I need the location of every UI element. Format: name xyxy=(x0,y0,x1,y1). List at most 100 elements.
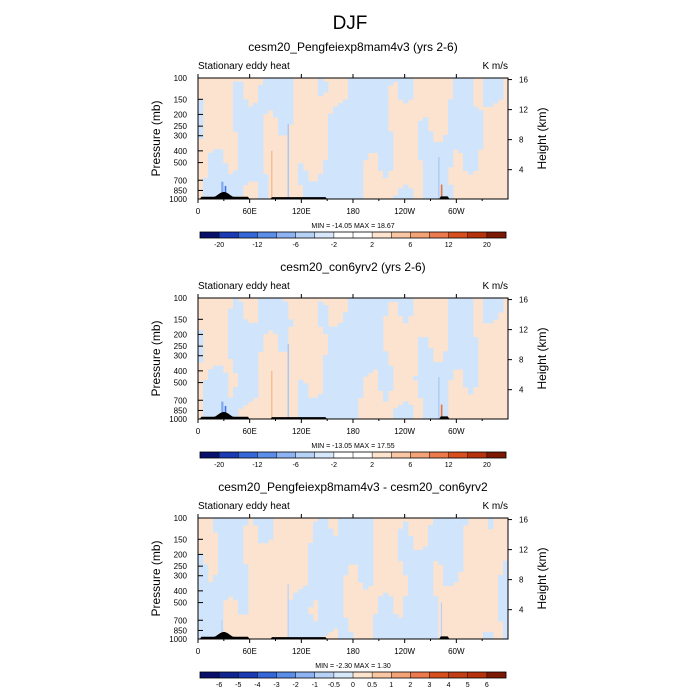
field-cell xyxy=(363,582,369,587)
field-cell xyxy=(208,631,214,636)
field-cell xyxy=(268,298,274,302)
field-cell xyxy=(418,610,424,615)
field-cell xyxy=(318,621,324,626)
field-cell xyxy=(368,571,374,576)
field-cell xyxy=(243,337,249,342)
field-cell xyxy=(268,308,274,313)
field-cell xyxy=(443,390,449,395)
field-cell xyxy=(323,358,329,363)
field-cell xyxy=(413,582,419,587)
field-cell xyxy=(323,369,329,374)
field-cell xyxy=(368,88,374,93)
field-cell xyxy=(323,174,329,179)
field-cell xyxy=(358,383,364,388)
field-cell xyxy=(368,521,374,526)
field-cell xyxy=(258,191,264,196)
field-cell xyxy=(423,337,429,342)
field-cell xyxy=(453,92,459,97)
field-cell xyxy=(223,401,229,406)
field-cell xyxy=(423,127,429,132)
field-cell xyxy=(253,106,259,111)
field-cell xyxy=(288,85,294,90)
field-cell xyxy=(468,159,474,164)
field-cell xyxy=(348,181,354,186)
field-cell xyxy=(418,564,424,569)
field-cell xyxy=(463,383,469,388)
field-cell xyxy=(338,138,344,143)
field-cell xyxy=(238,553,244,558)
field-cell xyxy=(213,159,219,164)
field-cell xyxy=(308,621,314,626)
field-cell xyxy=(448,337,454,342)
field-cell xyxy=(453,542,459,547)
field-cell xyxy=(443,163,449,168)
field-cell xyxy=(458,145,464,150)
field-cell xyxy=(353,397,359,402)
field-cell xyxy=(458,550,464,554)
field-cell xyxy=(333,560,339,565)
field-cell xyxy=(458,78,464,82)
field-cell xyxy=(223,582,229,587)
field-cell xyxy=(468,372,474,377)
field-cell xyxy=(433,386,439,391)
field-cell xyxy=(333,117,339,122)
field-cell xyxy=(328,152,334,157)
field-cell xyxy=(323,606,329,611)
field-cell xyxy=(403,539,409,544)
field-cell xyxy=(303,610,309,615)
field-cell xyxy=(348,411,354,416)
field-cell xyxy=(328,117,334,122)
field-cell xyxy=(258,163,264,168)
field-cell xyxy=(388,621,394,626)
field-cell xyxy=(418,344,424,349)
field-cell xyxy=(448,550,454,554)
field-cell xyxy=(228,408,234,413)
field-cell xyxy=(233,553,239,558)
field-cell xyxy=(498,574,504,579)
field-cell xyxy=(428,550,434,554)
field-cell xyxy=(308,191,314,196)
field-cell xyxy=(438,383,444,388)
colorbar-swatch xyxy=(333,452,354,458)
field-cell xyxy=(473,145,479,150)
field-cell xyxy=(283,347,289,352)
field-cell xyxy=(358,550,364,554)
field-cell xyxy=(483,298,489,302)
field-cell xyxy=(368,362,374,367)
field-cell xyxy=(368,312,374,317)
field-cell xyxy=(198,603,204,608)
field-cell xyxy=(438,379,444,384)
field-cell xyxy=(348,117,354,122)
field-cell xyxy=(428,621,434,626)
field-cell xyxy=(323,365,329,370)
field-cell xyxy=(333,131,339,136)
field-cell xyxy=(403,191,409,196)
field-cell xyxy=(243,585,249,590)
field-cell xyxy=(473,156,479,161)
field-cell xyxy=(468,102,474,107)
field-cell xyxy=(288,95,294,100)
x-tick-label: 120W xyxy=(394,427,415,436)
field-cell xyxy=(343,401,349,406)
field-cell xyxy=(453,81,459,86)
field-cell xyxy=(253,344,259,349)
field-cell xyxy=(263,521,269,526)
field-cell xyxy=(443,535,449,540)
field-cell xyxy=(198,557,204,562)
field-cell xyxy=(198,340,204,345)
field-cell xyxy=(428,390,434,395)
field-cell xyxy=(438,362,444,367)
field-cell xyxy=(458,149,464,154)
field-cell xyxy=(238,315,244,320)
field-cell xyxy=(228,550,234,554)
field-cell xyxy=(348,127,354,132)
field-cell xyxy=(333,174,339,179)
field-cell xyxy=(363,567,369,572)
field-cell xyxy=(358,120,364,125)
field-cell xyxy=(358,113,364,118)
field-cell xyxy=(318,525,324,530)
field-cell xyxy=(343,337,349,342)
field-cell xyxy=(363,152,369,157)
field-cell xyxy=(253,326,259,331)
field-cell xyxy=(408,408,414,413)
